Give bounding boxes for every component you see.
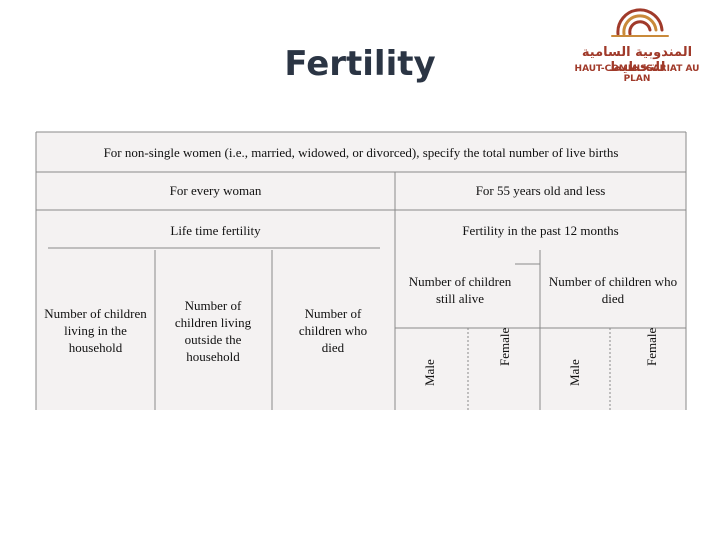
sub-header: Female bbox=[644, 327, 659, 366]
group-header: For 55 years old and less bbox=[475, 183, 606, 198]
grid bbox=[35, 131, 687, 410]
column-header: Number of children still alive bbox=[408, 274, 512, 306]
column-header: Number of children who died bbox=[298, 306, 368, 355]
column-header: Number of children who died bbox=[548, 274, 678, 306]
title: Fertility bbox=[284, 44, 436, 84]
table-background bbox=[36, 132, 686, 410]
column-header: Number of children living outside the ho… bbox=[174, 298, 252, 364]
subgroup-header: Life time fertility bbox=[170, 223, 261, 238]
logo-name: HAUT-COMMISSARIAT AU PLAN bbox=[574, 64, 700, 84]
subgroup-header: Fertility in the past 12 months bbox=[462, 223, 619, 238]
logo-emblem bbox=[611, 8, 669, 37]
sub-header: Male bbox=[567, 359, 582, 386]
group-header: For every woman bbox=[169, 183, 262, 198]
column-header: Number of children living in the househo… bbox=[44, 306, 147, 355]
table-heading: For non-single women (i.e., married, wid… bbox=[103, 145, 619, 160]
sub-header: Female bbox=[497, 327, 512, 366]
logo-arabic: المندوبية السامية للتخطيط bbox=[581, 45, 693, 75]
sub-header: Male bbox=[422, 359, 437, 386]
